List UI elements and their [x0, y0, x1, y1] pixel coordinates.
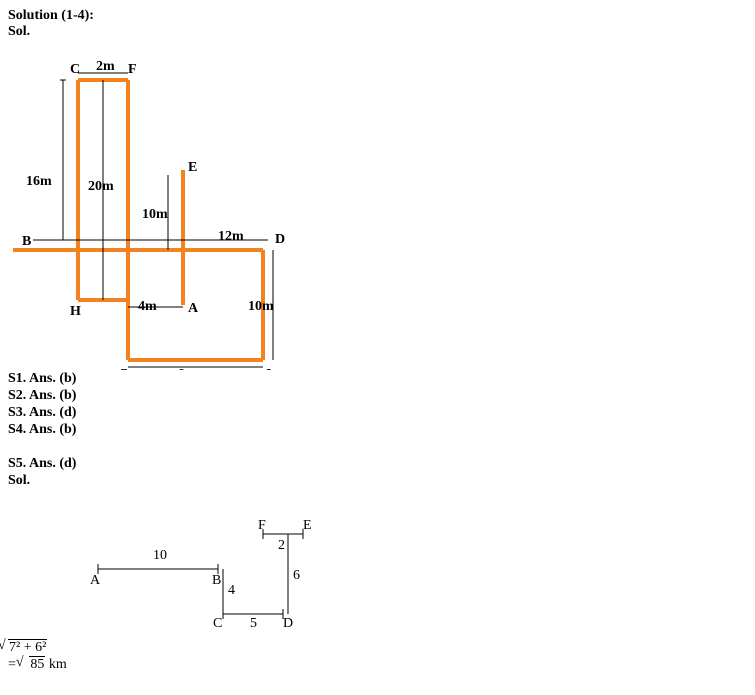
label-bd: 12m — [218, 229, 244, 244]
point-c: C — [70, 62, 80, 77]
label-hf: 20m — [88, 179, 114, 194]
sol5-label: Sol. — [8, 473, 747, 489]
answer-s2: S2. Ans. (b) — [8, 388, 747, 404]
label-cf: 2m — [96, 59, 115, 74]
d2-label-ab: 10 — [153, 548, 167, 563]
d2-point-c: C — [213, 616, 222, 631]
d2-point-b: B — [212, 573, 221, 588]
label-di: 10m — [248, 299, 274, 314]
point-b: B — [22, 234, 31, 249]
point-a: A — [188, 301, 199, 316]
d2-label-de: 6 — [293, 568, 300, 583]
d2-point-e: E — [303, 518, 312, 533]
d2-label-cd: 5 — [250, 616, 257, 631]
sol-label: Sol. — [8, 24, 747, 40]
point-d: D — [275, 232, 285, 247]
point-e: E — [188, 160, 197, 175]
solution-header: Solution (1-4): — [8, 8, 747, 24]
diagram-1: C F 2m 16m 20m E 10m B 12m D H 4m A 10m … — [8, 40, 747, 370]
d2-point-a: A — [90, 573, 101, 588]
point-g: G — [118, 367, 129, 370]
label-ea: 10m — [142, 207, 168, 222]
answer-s5: S5. Ans. (d) — [8, 456, 747, 472]
point-f: F — [128, 62, 137, 77]
answer-s4: S4. Ans. (b) — [8, 422, 747, 438]
label-gi: 8m — [178, 367, 197, 370]
diagram-2: A 10 B 4 C 5 D 6 E F 2 — [68, 509, 747, 639]
point-i: I — [266, 367, 271, 370]
answer-s1: S1. Ans. (b) — [8, 371, 747, 387]
point-h: H — [70, 304, 81, 319]
answer-s3: S3. Ans. (d) — [8, 405, 747, 421]
label-bc: 16m — [26, 174, 52, 189]
d2-point-d: D — [283, 616, 293, 631]
calc-line-2: = 85√ km — [8, 657, 747, 673]
label-ha: 4m — [138, 299, 157, 314]
d2-point-f: F — [258, 518, 266, 533]
calc-line-1: 7² + 6²√ — [8, 640, 747, 656]
d2-label-bc: 4 — [228, 583, 235, 598]
d2-label-fe: 2 — [278, 538, 285, 553]
